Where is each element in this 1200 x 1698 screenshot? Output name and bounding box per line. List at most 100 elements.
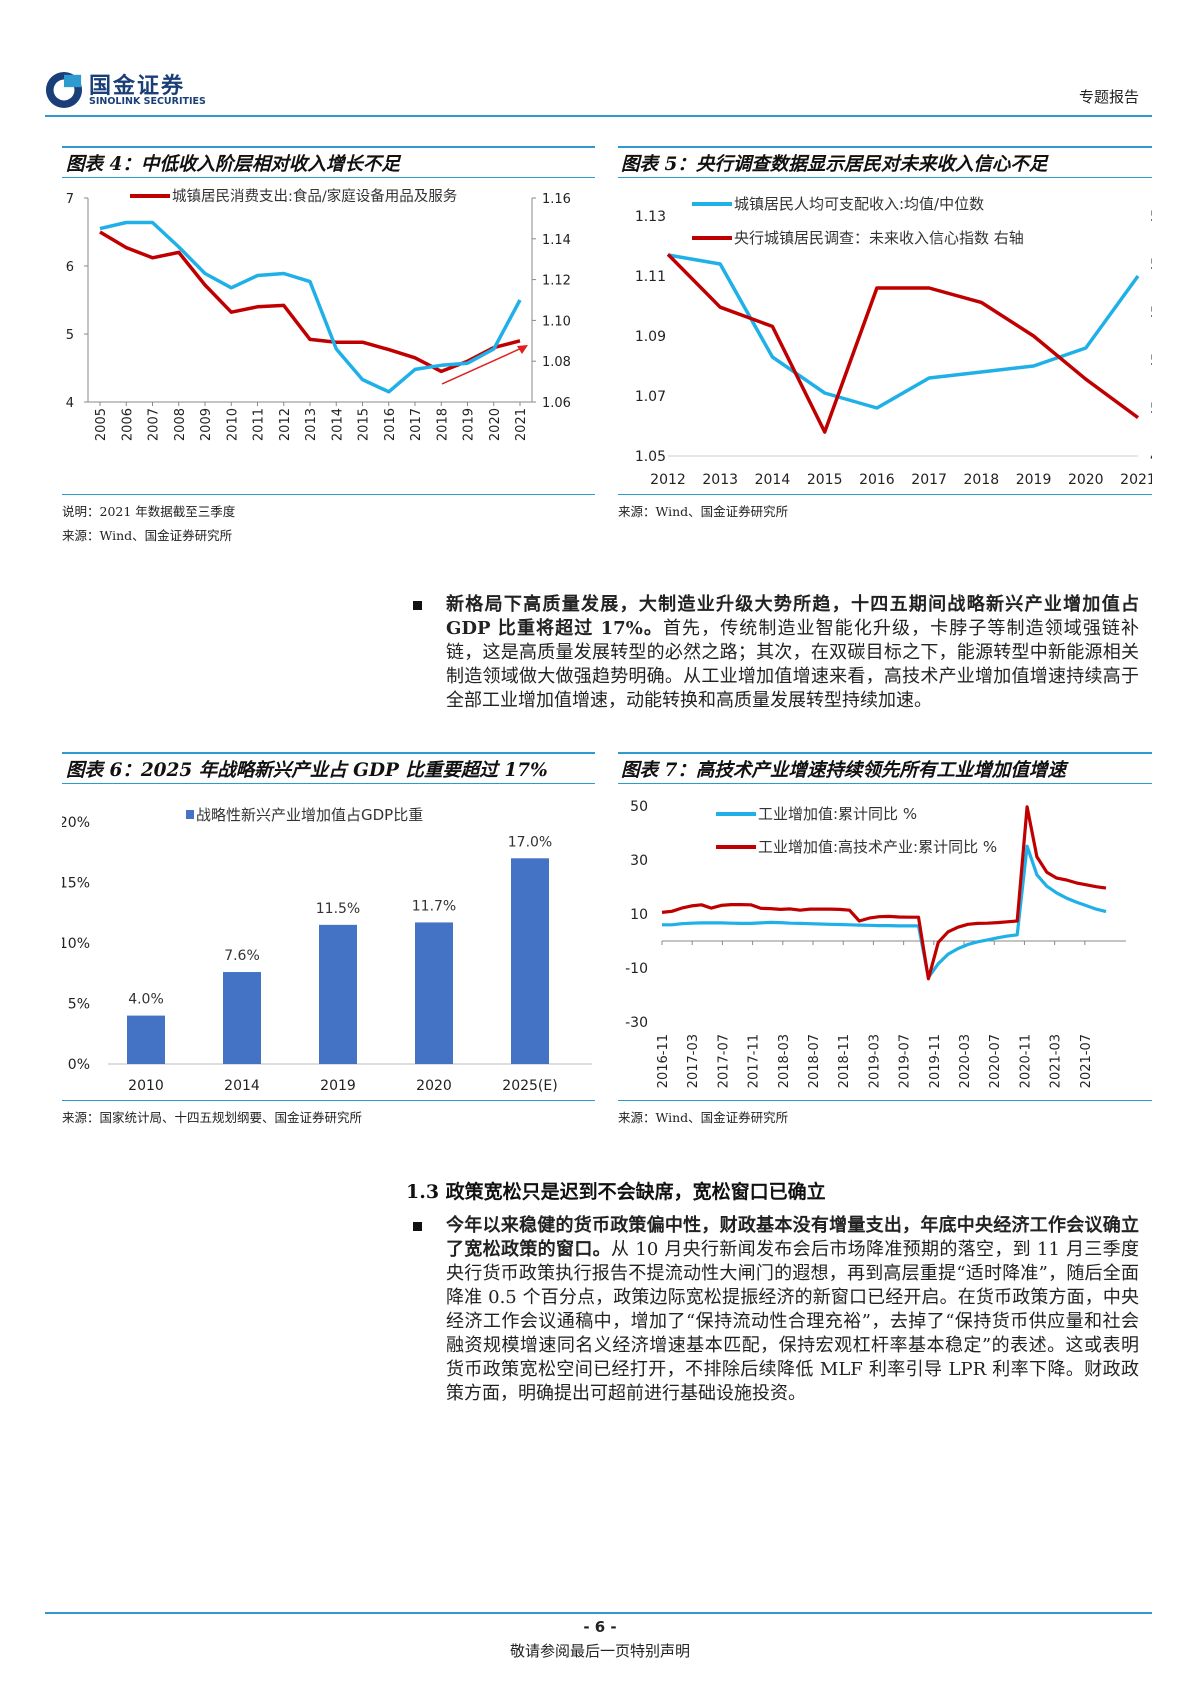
x-tick-label: 2019-03 [867, 1034, 882, 1088]
fig5-bottom-rule [618, 494, 1152, 495]
fig4-bottom-rule [62, 494, 595, 495]
y-tick-label: -30 [625, 1015, 648, 1031]
fig7-source: 来源：Wind、国金证券研究所 [618, 1110, 789, 1125]
x-tick-label: 2021-07 [1079, 1034, 1094, 1088]
y-right-tick-label: 1.10 [542, 314, 571, 329]
x-tick-label: 2020-07 [988, 1034, 1003, 1088]
legend-swatch [186, 810, 194, 819]
x-tick-label: 2021 [514, 408, 529, 441]
x-tick-label: 2010 [128, 1078, 164, 1094]
x-tick-label: 2011 [252, 408, 267, 441]
para2-bullet [413, 1222, 422, 1231]
y-left-tick-label: 6 [66, 260, 74, 275]
x-tick-label: 2016-11 [656, 1034, 671, 1088]
y-right-tick-label: 1.14 [542, 233, 571, 248]
y-left-tick-label: 7 [66, 192, 74, 207]
legend-label: 城镇居民人均可支配收入:均值/中位数 [734, 195, 984, 213]
trend-arrow-head [517, 345, 528, 354]
x-tick-label: 2012 [650, 472, 686, 488]
y-left-tick-label: 4 [66, 396, 74, 411]
legend-label: 工业增加值:高技术产业:累计同比 % [758, 838, 997, 856]
x-tick-label: 2005 [94, 408, 109, 441]
x-tick-label: 2018-03 [777, 1034, 792, 1088]
x-tick-label: 2014 [755, 472, 791, 488]
para1-body: 首先，传统制造业智能化升级，卡脖子等制造领域强链补链，这是高质量发展转型的必然之… [446, 618, 1140, 711]
y-right-tick-label: 1.06 [542, 396, 571, 411]
x-tick-label: 2017-11 [747, 1034, 762, 1088]
x-tick-label: 2008 [173, 408, 188, 441]
y-right-tick-label: 54 [1150, 305, 1152, 321]
bar [415, 922, 453, 1064]
fig4-title: 图表 4：中低收入阶层相对收入增长不足 [66, 154, 400, 175]
series-line [666, 253, 1140, 434]
fig5-top-rule [618, 146, 1152, 148]
company-name-cn: 国金证券 [89, 74, 186, 99]
fig5-chart: 1.13 1.11 1.09 1.07 1.05 58 56 54 52 50 48 2012 2013… [635, 195, 1152, 488]
y-right-tick-label: 1.08 [542, 355, 571, 370]
x-tick-label: 2018-07 [807, 1034, 822, 1088]
fig7-bottom-rule [618, 1100, 1152, 1101]
disclaimer-note: 敬请参阅最后一页特别声明 [509, 1642, 690, 1660]
y-right-tick-label: 58 [1150, 209, 1152, 225]
fig5-title-rule [618, 177, 1152, 178]
x-tick-label: 2018 [964, 472, 1000, 488]
para1-bullet [413, 601, 422, 610]
x-tick-label: 2019-11 [928, 1034, 943, 1088]
bar-value-label: 11.7% [412, 898, 456, 914]
company-name-en: SINOLINK SECURITIES [89, 96, 206, 107]
fig6-title: 图表 6：2025 年战略新兴产业占 GDP 比重要超过 17% [66, 760, 548, 781]
bar [127, 1015, 165, 1064]
fig5-title: 图表 5：央行调查数据显示居民对未来收入信心不足 [621, 154, 1048, 175]
bar-value-label: 4.0% [128, 992, 164, 1008]
x-tick-label: 2007 [147, 408, 162, 441]
bar [223, 972, 261, 1064]
bar [319, 924, 357, 1064]
bar-value-label: 7.6% [224, 948, 260, 964]
bar [511, 858, 549, 1064]
x-tick-label: 2019 [320, 1078, 356, 1094]
series-line [662, 844, 1107, 979]
fig4-note: 说明：2021 年数据截至三季度 [62, 504, 236, 519]
bar-value-label: 17.0% [508, 834, 552, 850]
para1-lead: 新格局下高质量发展，大制造业升级大势所趋，十四五期间战略新兴产业增加值占 GDP… [446, 594, 1139, 639]
y-right-tick-label: 48 [1150, 449, 1152, 465]
x-tick-label: 2018-11 [837, 1034, 852, 1088]
y-left-tick-label: 1.11 [635, 269, 666, 285]
x-tick-label: 2021-03 [1049, 1034, 1064, 1088]
x-tick-label: 2018 [435, 408, 450, 441]
x-tick-label: 2012 [278, 408, 293, 441]
x-tick-label: 2019 [462, 408, 477, 441]
x-tick-label: 2019 [1016, 472, 1052, 488]
logo-icon [45, 71, 83, 109]
page-number: - 6 - [583, 1618, 617, 1636]
x-tick-label: 2017-03 [686, 1034, 701, 1088]
x-tick-label: 2015 [807, 472, 843, 488]
x-tick-label: 2017-07 [716, 1034, 731, 1088]
y-right-tick-label: 56 [1150, 257, 1152, 273]
x-tick-label: 2020 [1068, 472, 1104, 488]
x-tick-label: 2017 [911, 472, 947, 488]
fig5-source: 来源：Wind、国金证券研究所 [618, 504, 789, 519]
x-tick-label: 2016 [859, 472, 895, 488]
report-type: 专题报告 [1078, 88, 1139, 106]
y-tick-label: -10 [625, 961, 648, 977]
x-tick-label: 2020-03 [958, 1034, 973, 1088]
series-line [99, 230, 521, 374]
y-right-tick-label: 1.16 [542, 192, 571, 207]
para2-lead: 今年以来稳健的货币政策偏中性，财政基本没有增量支出，年底中央经济工作会议确立了宽… [446, 1215, 1139, 1260]
y-left-tick-label: 1.13 [635, 209, 666, 225]
x-tick-label: 2014 [330, 408, 345, 441]
trend-arrow-line [441, 346, 525, 385]
x-tick-label: 2019-07 [898, 1034, 913, 1088]
fig4-chart: 7 6 5 4 1.16 1.14 1.12 1.10 1.08 1.06 2005 2006 2007… [66, 188, 571, 441]
y-right-tick-label: 50 [1150, 401, 1152, 417]
y-left-tick-label: 1.05 [635, 449, 666, 465]
y-tick-label: 15% [62, 876, 90, 892]
fig7-top-rule [618, 752, 1152, 754]
footer-divider [45, 1612, 1152, 1614]
x-tick-label: 2015 [357, 408, 372, 441]
fig7-title: 图表 7：高技术产业增速持续领先所有工业增加值增速 [621, 760, 1066, 781]
x-tick-label: 2021 [1120, 472, 1152, 488]
x-tick-label: 2020 [488, 408, 503, 441]
x-tick-label: 2009 [199, 408, 214, 441]
